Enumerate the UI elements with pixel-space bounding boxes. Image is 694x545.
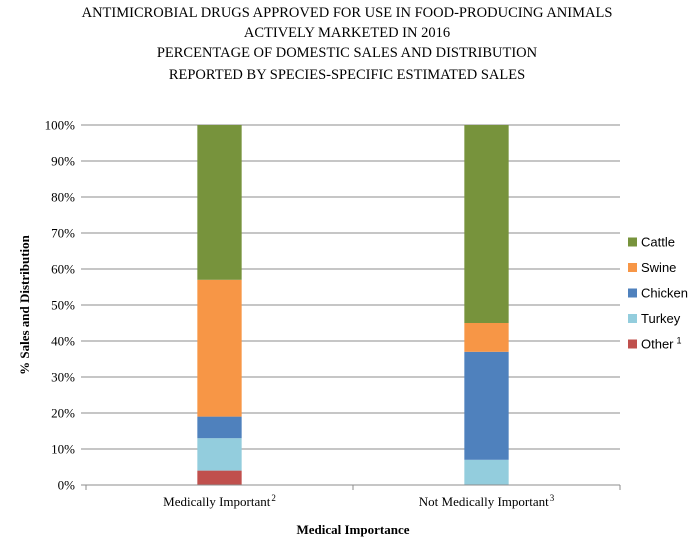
legend-label-turkey: Turkey (641, 311, 681, 326)
gridlines (81, 124, 621, 490)
chart-title: ANTIMICROBIAL DRUGS APPROVED FOR USE IN … (82, 5, 613, 83)
y-tick-label: 0% (58, 478, 76, 493)
legend-swatch-turkey (628, 314, 637, 323)
y-tick-label: 10% (51, 442, 75, 457)
bar-segment-other (197, 470, 242, 485)
y-tick-label: 50% (51, 298, 75, 313)
footnote-marker: 3 (550, 493, 555, 503)
legend-label-chicken: Chicken (641, 286, 688, 301)
bar-segment-chicken (464, 351, 509, 460)
y-tick-labels: 0% 10% 20% 30% 40% 50% 60% 70% 80% 90% 100% (45, 118, 76, 493)
y-tick-label: 70% (51, 226, 75, 241)
legend: Cattle Swine Chicken Turkey Other 1 (628, 235, 688, 352)
y-axis-title: % Sales and Distribution (17, 234, 32, 375)
bar-segment-cattle (464, 125, 509, 323)
x-tick-label: Not Medically Important3 (419, 493, 555, 509)
y-tick-label: 20% (51, 406, 75, 421)
y-tick-label: 90% (51, 154, 75, 169)
bar-segment-chicken (197, 416, 242, 439)
y-tick-label: 60% (51, 262, 75, 277)
bars (197, 125, 509, 485)
y-tick-label: 80% (51, 190, 75, 205)
title-line-3: PERCENTAGE OF DOMESTIC SALES AND DISTRIB… (157, 45, 538, 61)
y-tick-label: 30% (51, 370, 75, 385)
y-tick-label: 100% (45, 118, 76, 133)
legend-label-cattle: Cattle (641, 235, 675, 250)
bar-segment-swine (464, 323, 509, 352)
x-tick-label: Medically Important2 (163, 493, 276, 509)
x-axis-title: Medical Importance (296, 522, 409, 537)
legend-swatch-cattle (628, 237, 637, 247)
y-tick-label: 40% (51, 334, 75, 349)
legend-swatch-swine (628, 263, 637, 272)
legend-swatch-chicken (628, 288, 637, 298)
bar-segment-turkey (197, 438, 242, 471)
x-tick-labels: Medically Important2 Not Medically Import… (163, 493, 555, 509)
legend-label-other: Other 1 (641, 336, 682, 352)
title-line-2: ACTIVELY MARKETED IN 2016 (244, 25, 450, 41)
footnote-marker: 1 (677, 336, 682, 346)
bar-segment-cattle (197, 125, 242, 280)
legend-swatch-other (628, 339, 637, 349)
title-line-1: ANTIMICROBIAL DRUGS APPROVED FOR USE IN … (82, 5, 613, 21)
legend-label-swine: Swine (641, 260, 676, 275)
title-line-4: REPORTED BY SPECIES-SPECIFIC ESTIMATED S… (169, 67, 525, 83)
footnote-marker: 2 (271, 493, 276, 503)
bar-segment-turkey (464, 459, 509, 485)
bar-segment-swine (197, 279, 242, 417)
